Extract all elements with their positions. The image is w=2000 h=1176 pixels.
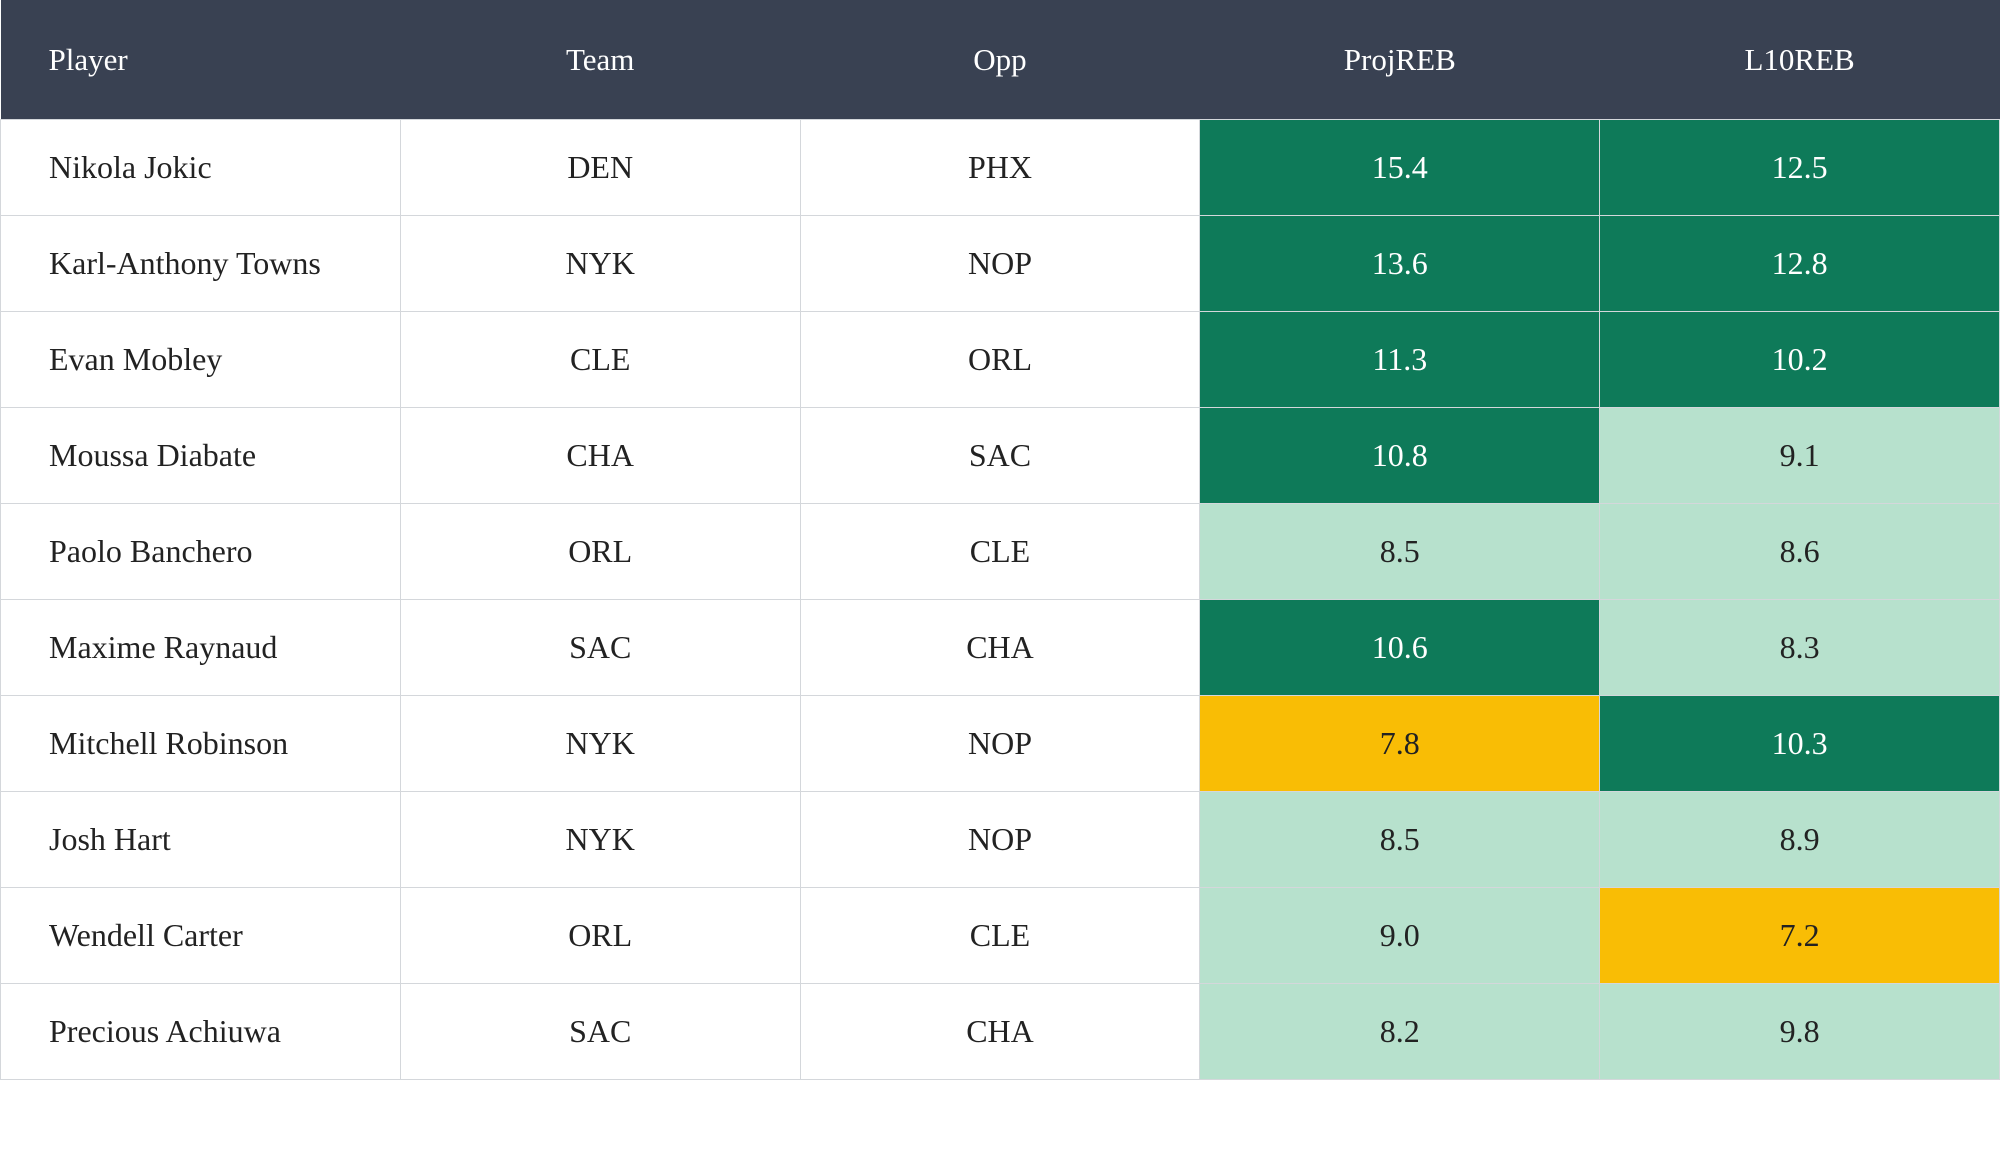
table-cell: 7.8 [1199,695,1601,792]
table-cell: NOP [799,695,1201,792]
player-cell: Paolo Banchero [0,503,401,600]
table-cell: 10.2 [1599,311,2000,408]
table-cell: NYK [399,695,801,792]
player-cell: Precious Achiuwa [0,983,401,1080]
table-cell: 8.9 [1599,791,2000,888]
table-cell: 12.5 [1599,119,2000,216]
table-cell: NYK [399,791,801,888]
table-row: Evan Mobley CLE ORL 11.3 10.2 [0,311,2000,408]
table-cell: 7.2 [1599,887,2000,984]
table-header: Player Team Opp ProjREB L10REB [0,0,2000,120]
table-row: Wendell Carter ORL CLE 9.0 7.2 [0,887,2000,984]
table-cell: 15.4 [1199,119,1601,216]
table-cell: ORL [399,503,801,600]
table-cell: 12.8 [1599,215,2000,312]
header-cell: ProjREB [1199,0,1600,120]
table-cell: NOP [799,791,1201,888]
table-body: Nikola Jokic DEN PHX 15.4 12.5 Karl-Anthony T… [0,119,2000,1080]
table-row: Paolo Banchero ORL CLE 8.5 8.6 [0,503,2000,600]
header-cell: L10REB [1599,0,2000,120]
player-cell: Wendell Carter [0,887,401,984]
table-row: Moussa Diabate CHA SAC 10.8 9.1 [0,407,2000,504]
table-cell: CLE [799,887,1201,984]
table-cell: NYK [399,215,801,312]
table-cell: CLE [399,311,801,408]
table-cell: 8.5 [1199,503,1601,600]
table-cell: ORL [799,311,1201,408]
table-cell: DEN [399,119,801,216]
table-row: Mitchell Robinson NYK NOP 7.8 10.3 [0,695,2000,792]
table-cell: NOP [799,215,1201,312]
table-cell: 8.5 [1199,791,1601,888]
table-cell: 13.6 [1199,215,1601,312]
player-cell: Nikola Jokic [0,119,401,216]
table-row: Karl-Anthony Towns NYK NOP 13.6 12.8 [0,215,2000,312]
table-cell: ORL [399,887,801,984]
table-cell: CHA [399,407,801,504]
table-cell: SAC [799,407,1201,504]
table-cell: 9.1 [1599,407,2000,504]
table-cell: 8.2 [1199,983,1601,1080]
table-row: Maxime Raynaud SAC CHA 10.6 8.3 [0,599,2000,696]
table-cell: 8.3 [1599,599,2000,696]
table-cell: SAC [399,983,801,1080]
table-cell: CLE [799,503,1201,600]
table-row: Josh Hart NYK NOP 8.5 8.9 [0,791,2000,888]
player-cell: Mitchell Robinson [0,695,401,792]
table-cell: 10.6 [1199,599,1601,696]
table-row: Nikola Jokic DEN PHX 15.4 12.5 [0,119,2000,216]
player-cell: Evan Mobley [0,311,401,408]
table-cell: SAC [399,599,801,696]
header-cell: Opp [800,0,1200,120]
table-cell: 8.6 [1599,503,2000,600]
table-cell: 9.8 [1599,983,2000,1080]
table-cell: 11.3 [1199,311,1601,408]
table-cell: 10.8 [1199,407,1601,504]
header-cell: Player [0,0,401,120]
table-cell: 10.3 [1599,695,2000,792]
player-cell: Moussa Diabate [0,407,401,504]
header-row: Player Team Opp ProjREB L10REB [0,0,2000,120]
table-row: Precious Achiuwa SAC CHA 8.2 9.8 [0,983,2000,1080]
player-cell: Josh Hart [0,791,401,888]
player-cell: Maxime Raynaud [0,599,401,696]
table-cell: CHA [799,983,1201,1080]
player-cell: Karl-Anthony Towns [0,215,401,312]
table-cell: PHX [799,119,1201,216]
table-cell: CHA [799,599,1201,696]
header-cell: Team [400,0,801,120]
rebound-table: Player Team Opp ProjREB L10REB Nikola Jokic D… [0,0,2000,1080]
table-cell: 9.0 [1199,887,1601,984]
